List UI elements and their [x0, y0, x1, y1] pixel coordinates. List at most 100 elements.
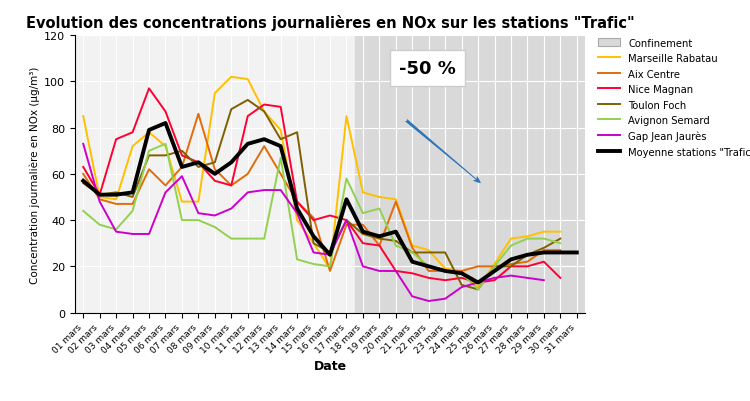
- Marseille Rabatau: [523, 234, 532, 239]
- Marseille Rabatau: [539, 230, 548, 235]
- Aix Centre: [95, 197, 104, 202]
- Moyenne stations "Trafic": [473, 280, 482, 285]
- Nice Magnan: [276, 105, 285, 110]
- Avignon Semard: [309, 262, 318, 267]
- Moyenne stations "Trafic": [178, 165, 187, 170]
- Gap Jean Jaurès: [392, 269, 400, 274]
- Moyenne stations "Trafic": [375, 234, 384, 239]
- Aix Centre: [523, 260, 532, 265]
- Line: Gap Jean Jaurès: Gap Jean Jaurès: [83, 144, 544, 301]
- Toulon Foch: [145, 154, 154, 158]
- Moyenne stations "Trafic": [408, 260, 417, 265]
- Moyenne stations "Trafic": [260, 138, 268, 142]
- Gap Jean Jaurès: [226, 207, 236, 211]
- Gap Jean Jaurès: [506, 273, 515, 278]
- Aix Centre: [342, 223, 351, 227]
- Toulon Foch: [342, 218, 351, 223]
- Moyenne stations "Trafic": [441, 269, 450, 274]
- Marseille Rabatau: [161, 144, 170, 149]
- Toulon Foch: [95, 193, 104, 198]
- Moyenne stations "Trafic": [309, 234, 318, 239]
- Marseille Rabatau: [490, 262, 499, 267]
- Nice Magnan: [375, 243, 384, 248]
- Title: Evolution des concentrations journalières en NOx sur les stations "Trafic": Evolution des concentrations journalière…: [26, 15, 634, 31]
- Avignon Semard: [473, 287, 482, 292]
- Nice Magnan: [161, 110, 170, 115]
- Legend: Confinement, Marseille Rabatau, Aix Centre, Nice Magnan, Toulon Foch, Avignon Se: Confinement, Marseille Rabatau, Aix Cent…: [595, 36, 750, 160]
- Avignon Semard: [408, 250, 417, 255]
- Nice Magnan: [457, 276, 466, 281]
- Line: Aix Centre: Aix Centre: [83, 115, 560, 271]
- Aix Centre: [309, 216, 318, 221]
- Avignon Semard: [178, 218, 187, 223]
- Nice Magnan: [392, 269, 400, 274]
- Nice Magnan: [326, 213, 334, 218]
- Avignon Semard: [95, 223, 104, 227]
- Gap Jean Jaurès: [539, 278, 548, 283]
- Avignon Semard: [210, 225, 219, 230]
- Gap Jean Jaurès: [95, 200, 104, 205]
- Toulon Foch: [424, 250, 433, 255]
- Toulon Foch: [309, 241, 318, 246]
- Moyenne stations "Trafic": [145, 128, 154, 133]
- Aix Centre: [194, 112, 203, 117]
- Toulon Foch: [210, 160, 219, 165]
- Gap Jean Jaurès: [375, 269, 384, 274]
- Toulon Foch: [292, 131, 302, 136]
- Marseille Rabatau: [243, 77, 252, 82]
- Moyenne stations "Trafic": [194, 160, 203, 165]
- Gap Jean Jaurès: [441, 297, 450, 302]
- Marseille Rabatau: [95, 195, 104, 200]
- Aix Centre: [490, 264, 499, 269]
- Aix Centre: [457, 269, 466, 274]
- Aix Centre: [178, 165, 187, 170]
- Aix Centre: [79, 172, 88, 177]
- Moyenne stations "Trafic": [556, 250, 565, 255]
- Toulon Foch: [243, 98, 252, 103]
- Avignon Semard: [145, 149, 154, 154]
- Marseille Rabatau: [309, 241, 318, 246]
- Line: Nice Magnan: Nice Magnan: [83, 89, 560, 283]
- Avignon Semard: [556, 241, 565, 246]
- Nice Magnan: [441, 278, 450, 283]
- Avignon Semard: [441, 269, 450, 274]
- Nice Magnan: [210, 179, 219, 184]
- Aix Centre: [392, 200, 400, 205]
- Avignon Semard: [506, 243, 515, 248]
- Marseille Rabatau: [424, 248, 433, 253]
- Nice Magnan: [473, 280, 482, 285]
- Moyenne stations "Trafic": [539, 250, 548, 255]
- Marseille Rabatau: [506, 237, 515, 241]
- Gap Jean Jaurès: [457, 285, 466, 290]
- Line: Avignon Semard: Avignon Semard: [83, 144, 560, 290]
- Nice Magnan: [194, 160, 203, 165]
- Toulon Foch: [375, 237, 384, 241]
- Aix Centre: [210, 168, 219, 172]
- Marseille Rabatau: [326, 267, 334, 271]
- Avignon Semard: [79, 209, 88, 214]
- Gap Jean Jaurès: [145, 232, 154, 237]
- Toulon Foch: [523, 253, 532, 257]
- Toulon Foch: [506, 264, 515, 269]
- Gap Jean Jaurès: [326, 253, 334, 257]
- Gap Jean Jaurès: [342, 218, 351, 223]
- Moyenne stations "Trafic": [523, 253, 532, 257]
- Marseille Rabatau: [260, 110, 268, 115]
- Marseille Rabatau: [375, 195, 384, 200]
- Aix Centre: [375, 243, 384, 248]
- Toulon Foch: [408, 250, 417, 255]
- Toulon Foch: [392, 239, 400, 244]
- Marseille Rabatau: [292, 218, 302, 223]
- Toulon Foch: [473, 287, 482, 292]
- Toulon Foch: [194, 165, 203, 170]
- Marseille Rabatau: [210, 91, 219, 96]
- Toulon Foch: [358, 232, 368, 237]
- Nice Magnan: [226, 184, 236, 188]
- Text: -50 %: -50 %: [399, 59, 456, 77]
- Moyenne stations "Trafic": [95, 193, 104, 198]
- Nice Magnan: [342, 218, 351, 223]
- Avignon Semard: [457, 271, 466, 276]
- Nice Magnan: [424, 276, 433, 281]
- Marseille Rabatau: [342, 114, 351, 119]
- Gap Jean Jaurès: [161, 190, 170, 195]
